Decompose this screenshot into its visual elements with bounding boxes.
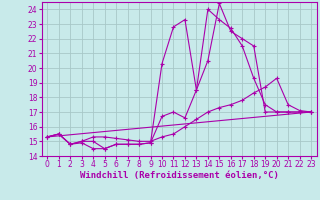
X-axis label: Windchill (Refroidissement éolien,°C): Windchill (Refroidissement éolien,°C) (80, 171, 279, 180)
